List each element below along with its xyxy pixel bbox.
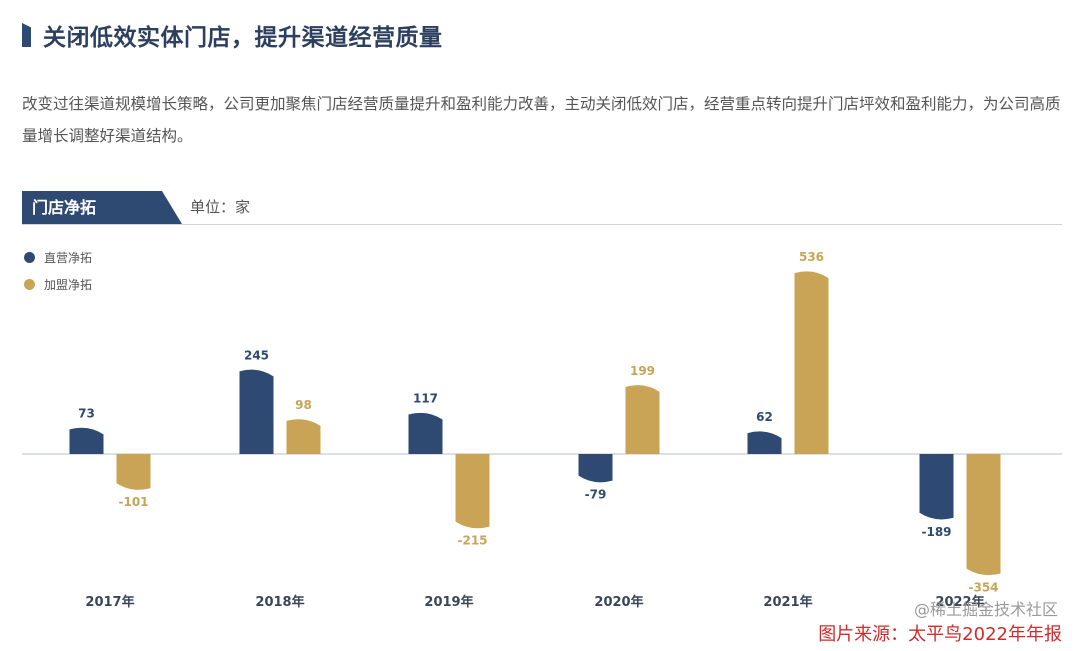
data-label-franchise-3: 199 — [630, 364, 655, 378]
bar-direct-5 — [919, 454, 954, 520]
bar-direct-3 — [578, 454, 613, 483]
legend-dot-franchise — [24, 278, 35, 290]
bar-direct-4 — [747, 431, 782, 454]
x-tick-label-2: 2019年 — [424, 594, 473, 610]
data-label-franchise-5: -354 — [968, 580, 998, 594]
bar-franchise-1 — [286, 419, 321, 454]
data-label-direct-3: -79 — [585, 488, 607, 502]
chart-legend: 直营净拓 加盟净拓 — [24, 248, 92, 302]
data-label-franchise-2: -215 — [457, 534, 487, 548]
legend-item-franchise: 加盟净拓 — [24, 275, 92, 293]
x-tick-label-1: 2018年 — [255, 594, 304, 610]
data-label-direct-4: 62 — [756, 410, 773, 424]
bar-franchise-0 — [116, 454, 151, 490]
data-label-direct-1: 245 — [244, 348, 269, 362]
x-tick-label-4: 2021年 — [763, 594, 812, 610]
legend-label-direct: 直营净拓 — [44, 250, 93, 265]
data-label-direct-5: -189 — [921, 525, 951, 539]
legend-label-franchise: 加盟净拓 — [44, 277, 93, 292]
x-tick-label-5: 2022年 — [935, 594, 984, 610]
bar-direct-0 — [69, 427, 104, 454]
source-note: 图片来源：太平鸟2022年年报 — [818, 624, 1062, 645]
title-marker — [22, 23, 31, 47]
legend-item-direct: 直营净拓 — [24, 248, 92, 266]
section-tab-bar: 门店净拓 单位：家 — [22, 191, 1062, 225]
x-tick-label-3: 2020年 — [594, 594, 643, 610]
bar-franchise-2 — [455, 454, 490, 529]
page-title: 关闭低效实体门店，提升渠道经营质量 — [43, 25, 443, 51]
data-label-direct-2: 117 — [413, 392, 438, 406]
data-label-direct-0: 73 — [78, 406, 95, 420]
section-tab: 门店净拓 — [22, 191, 182, 224]
bar-franchise-3 — [625, 385, 660, 454]
x-tick-label-0: 2017年 — [85, 594, 134, 610]
legend-dot-direct — [24, 251, 35, 263]
data-label-franchise-1: 98 — [295, 398, 312, 412]
title-area: 关闭低效实体门店，提升渠道经营质量 — [22, 18, 443, 52]
bar-direct-2 — [408, 412, 443, 454]
bar-franchise-5 — [966, 454, 1001, 576]
watermark: @稀土掘金技术社区 — [913, 600, 1058, 619]
data-label-franchise-0: -101 — [118, 495, 148, 509]
unit-label: 单位：家 — [190, 198, 251, 216]
data-label-franchise-4: 536 — [799, 250, 824, 264]
bar-direct-1 — [239, 369, 274, 454]
bar-franchise-4 — [794, 271, 829, 454]
description-text: 改变过往渠道规模增长策略，公司更加聚焦门店经营质量提升和盈利能力改善，主动关闭低… — [22, 95, 1061, 145]
